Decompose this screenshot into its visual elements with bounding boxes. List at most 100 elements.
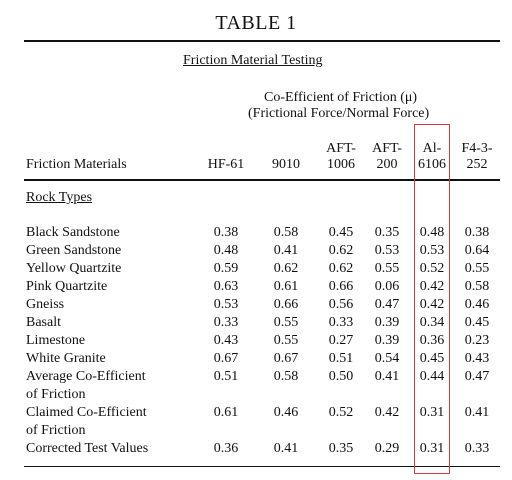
table-cell: 0.67 xyxy=(213,351,239,366)
table-cell: 0.36 xyxy=(213,441,239,456)
table-cell: 0.58 xyxy=(273,369,299,384)
table-cell: 0.48 xyxy=(419,225,445,240)
table-cell: 0.62 xyxy=(328,261,354,276)
table-cell: 0.42 xyxy=(374,405,400,420)
table-cell: 0.38 xyxy=(464,225,490,240)
row-label: Average Co-Efficient xyxy=(26,369,146,384)
table-cell: 0.42 xyxy=(419,279,445,294)
table-cell: 0.33 xyxy=(328,315,354,330)
table-cell: 0.62 xyxy=(273,261,299,276)
table-cell: 0.29 xyxy=(374,441,400,456)
table-cell: 0.46 xyxy=(464,297,490,312)
row-label: Green Sandstone xyxy=(26,243,122,258)
table-cell: 0.53 xyxy=(213,297,239,312)
table-cell: 0.36 xyxy=(419,333,445,348)
table-cell: 0.23 xyxy=(464,333,490,348)
table-cell: 0.58 xyxy=(273,225,299,240)
table-cell: 0.53 xyxy=(419,243,445,258)
table-cell: 0.06 xyxy=(374,279,400,294)
table-cell: 0.47 xyxy=(374,297,400,312)
table-cell: 0.33 xyxy=(213,315,239,330)
table-cell: 0.43 xyxy=(464,351,490,366)
table-cell: 0.42 xyxy=(419,297,445,312)
row-label-continuation: of Friction xyxy=(26,387,86,402)
table-cell: 0.51 xyxy=(328,351,354,366)
column-header: AFT- 1006 xyxy=(315,141,367,173)
table-cell: 0.33 xyxy=(464,441,490,456)
table-cell: 0.61 xyxy=(273,279,299,294)
top-rule xyxy=(24,40,500,42)
table-cell: 0.34 xyxy=(419,315,445,330)
table-cell: 0.45 xyxy=(328,225,354,240)
row-label: Black Sandstone xyxy=(26,225,120,240)
column-header-line2: 1006 xyxy=(327,157,355,172)
table-cell: 0.54 xyxy=(374,351,400,366)
column-header-line1: Al- xyxy=(422,141,442,156)
table-cell: 0.53 xyxy=(374,243,400,258)
table-cell: 0.38 xyxy=(213,225,239,240)
bottom-rule xyxy=(24,466,500,467)
table-cell: 0.45 xyxy=(464,315,490,330)
column-header: Al- 6106 xyxy=(406,141,458,173)
column-header-line1 xyxy=(260,141,312,157)
table-cell: 0.46 xyxy=(273,405,299,420)
table-cell: 0.63 xyxy=(213,279,239,294)
table-cell: 0.27 xyxy=(328,333,354,348)
table-cell: 0.48 xyxy=(213,243,239,258)
coefficient-definition: (Frictional Force/Normal Force) xyxy=(248,106,430,121)
table-title: TABLE 1 xyxy=(215,12,297,34)
table-cell: 0.45 xyxy=(419,351,445,366)
table-cell: 0.47 xyxy=(464,369,490,384)
column-header: 9010 xyxy=(260,141,312,173)
table-cell: 0.66 xyxy=(273,297,299,312)
table-cell: 0.41 xyxy=(464,405,490,420)
row-label: Yellow Quartzite xyxy=(26,261,122,276)
table-cell: 0.31 xyxy=(419,405,445,420)
table-cell: 0.50 xyxy=(328,369,354,384)
row-label: White Granite xyxy=(26,351,106,366)
table-cell: 0.55 xyxy=(273,333,299,348)
table-cell: 0.56 xyxy=(328,297,354,312)
table-cell: 0.64 xyxy=(464,243,490,258)
table-cell: 0.41 xyxy=(273,243,299,258)
table-cell: 0.51 xyxy=(213,369,239,384)
column-header-line2: 6106 xyxy=(418,157,446,172)
column-highlight-box xyxy=(414,124,450,474)
coefficient-heading: Co-Efficient of Friction (μ) xyxy=(264,90,418,105)
table-cell: 0.55 xyxy=(374,261,400,276)
table-cell: 0.44 xyxy=(419,369,445,384)
column-header-line1: AFT- xyxy=(326,141,356,156)
table-cell: 0.58 xyxy=(464,279,490,294)
column-header-line2: 200 xyxy=(376,157,398,172)
column-header-line2: 9010 xyxy=(272,157,300,172)
column-header: AFT- 200 xyxy=(361,141,413,173)
table-cell: 0.39 xyxy=(374,333,400,348)
row-label: Basalt xyxy=(26,315,61,330)
table-cell: 0.55 xyxy=(273,315,299,330)
table-cell: 0.52 xyxy=(419,261,445,276)
table-cell: 0.35 xyxy=(374,225,400,240)
row-label: Corrected Test Values xyxy=(26,441,149,456)
row-label: Claimed Co-Efficient xyxy=(26,405,147,420)
column-header-line2: 252 xyxy=(466,157,488,172)
column-header-line1: F4-3- xyxy=(461,141,493,156)
table-cell: 0.59 xyxy=(213,261,239,276)
table-cell: 0.62 xyxy=(328,243,354,258)
row-label: Gneiss xyxy=(26,297,65,312)
table-cell: 0.67 xyxy=(273,351,299,366)
table-cell: 0.41 xyxy=(374,369,400,384)
table-cell: 0.35 xyxy=(328,441,354,456)
row-label-continuation: of Friction xyxy=(26,423,86,438)
table-cell: 0.31 xyxy=(419,441,445,456)
table-subtitle: Friction Material Testing xyxy=(183,53,323,68)
column-header-line1 xyxy=(200,141,252,157)
table-cell: 0.52 xyxy=(328,405,354,420)
column-header-line1: AFT- xyxy=(372,141,402,156)
table-cell: 0.55 xyxy=(464,261,490,276)
table-cell: 0.41 xyxy=(273,441,299,456)
column-header: HF-61 xyxy=(200,141,252,173)
section-label: Rock Types xyxy=(26,190,93,205)
header-rule xyxy=(24,179,500,181)
column-header-line2: HF-61 xyxy=(207,157,245,172)
table-cell: 0.43 xyxy=(213,333,239,348)
